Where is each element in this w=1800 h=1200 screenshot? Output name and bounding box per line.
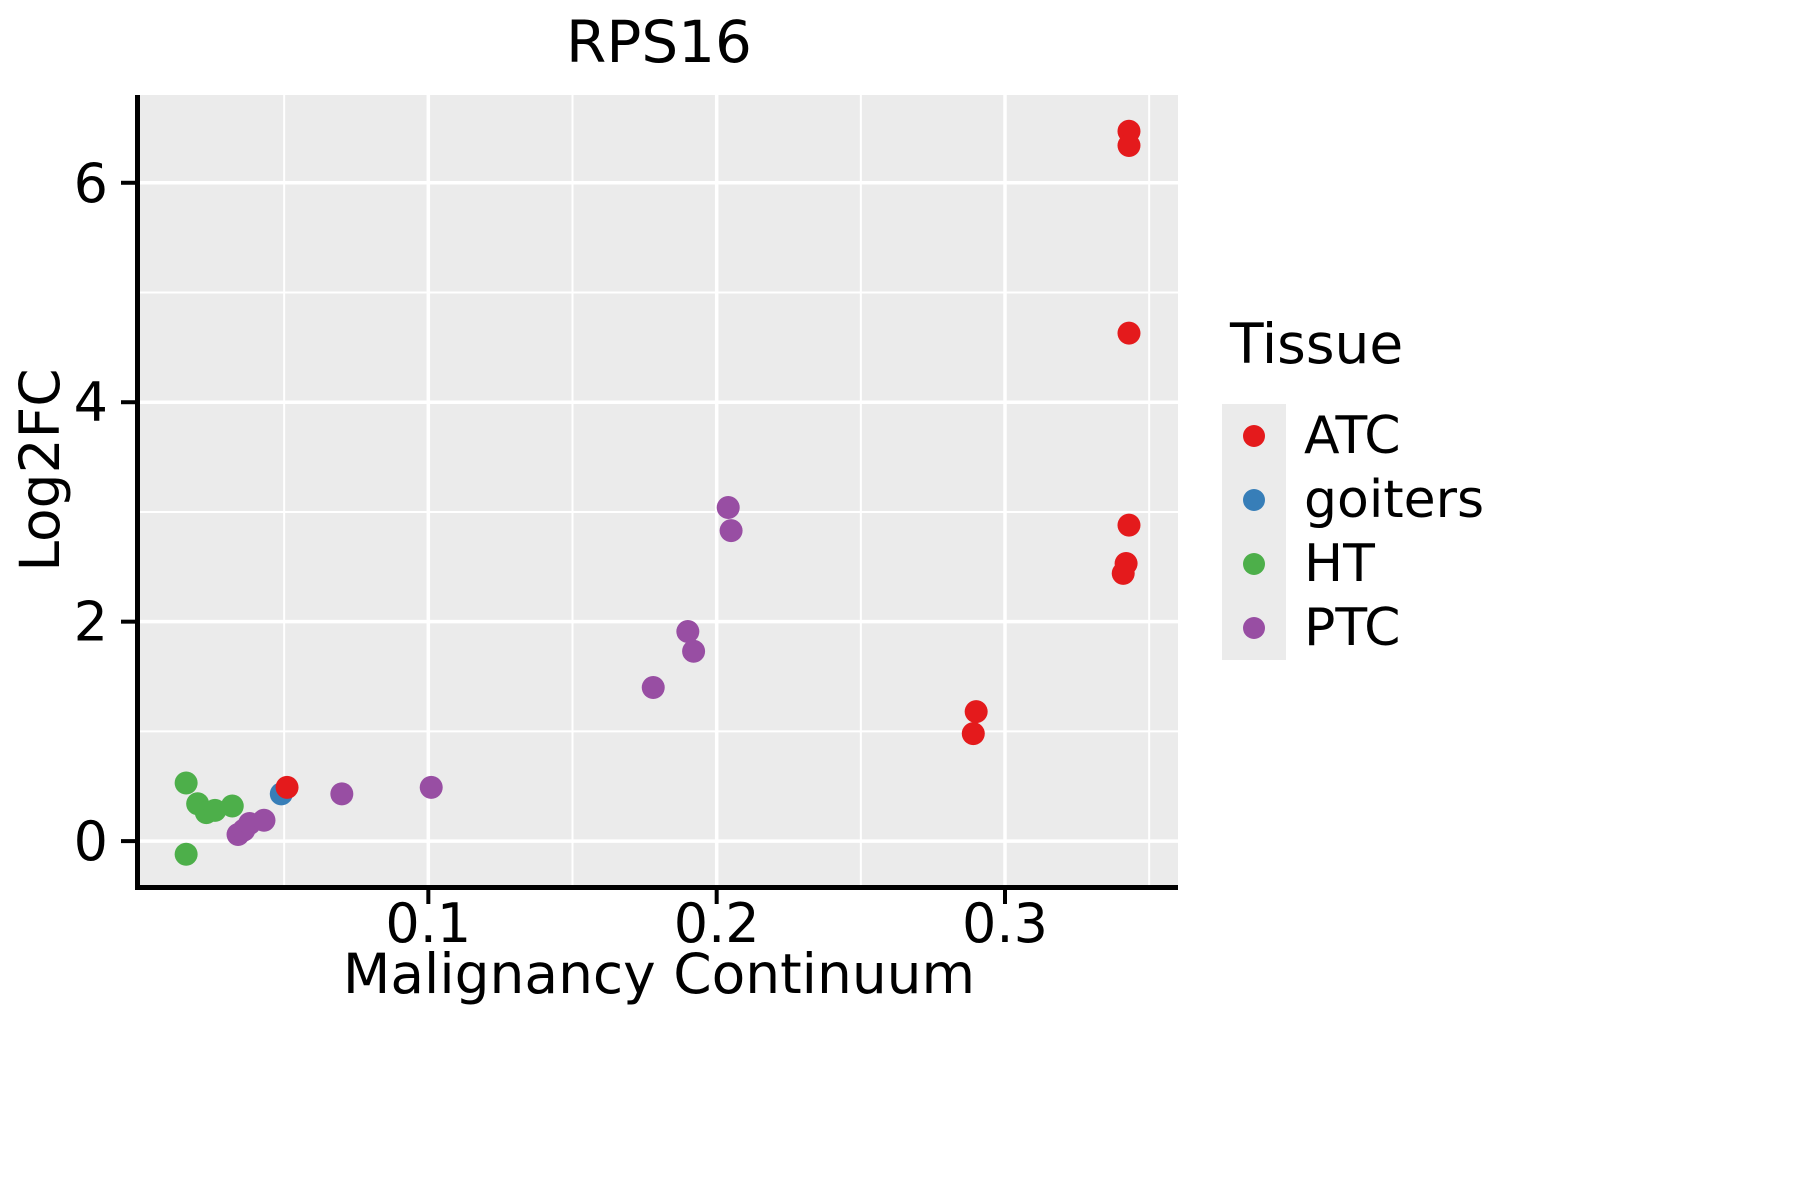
data-point-ATC: [275, 775, 299, 799]
data-point-HT: [203, 798, 227, 822]
data-point-PTC: [641, 676, 665, 699]
data-point-ATC: [1111, 561, 1135, 585]
legend-item-label: PTC: [1304, 598, 1401, 658]
data-point-PTC: [330, 782, 354, 806]
y-tick-label: 6: [74, 152, 108, 215]
y-tick-label: 0: [74, 810, 108, 873]
y-tick-label: 4: [74, 371, 108, 434]
legend-key-swatch: [1222, 468, 1286, 532]
legend: Tissue ATC goiters HT PTC: [1222, 312, 1622, 660]
legend-item-label: goiters: [1304, 470, 1485, 530]
legend-dot-icon: [1243, 425, 1265, 447]
x-tick-label: 0.1: [385, 892, 471, 955]
legend-dot-icon: [1243, 489, 1265, 511]
x-tick-label: 0.3: [962, 892, 1048, 955]
plot-panel: [140, 95, 1178, 885]
data-point-PTC: [716, 496, 740, 520]
x-axis-label: Malignancy Continuum: [342, 942, 976, 1006]
y-tick-label: 2: [74, 591, 108, 654]
data-point-HT: [174, 842, 198, 866]
data-point-PTC: [419, 775, 443, 799]
legend-items: ATC goiters HT PTC: [1222, 404, 1622, 660]
legend-key-swatch: [1222, 596, 1286, 660]
chart-title: RPS16: [566, 8, 752, 76]
legend-dot-icon: [1243, 553, 1265, 575]
legend-item-label: ATC: [1304, 406, 1401, 466]
legend-key-swatch: [1222, 404, 1286, 468]
data-point-HT: [174, 771, 198, 795]
data-point-ATC: [1117, 513, 1141, 537]
legend-item-PTC: PTC: [1222, 596, 1622, 660]
data-point-ATC: [1117, 321, 1141, 345]
y-axis-label: Log2FC: [8, 368, 72, 572]
legend-item-HT: HT: [1222, 532, 1622, 596]
data-point-PTC: [719, 519, 743, 543]
data-point-ATC: [1117, 133, 1141, 157]
data-point-PTC: [252, 808, 276, 832]
legend-title: Tissue: [1230, 312, 1404, 376]
x-tick-label: 0.2: [674, 892, 760, 955]
legend-item-ATC: ATC: [1222, 404, 1622, 468]
legend-item-label: HT: [1304, 534, 1375, 594]
data-point-PTC: [682, 639, 706, 663]
data-point-ATC: [964, 700, 988, 724]
data-point-PTC: [676, 620, 700, 644]
data-point-ATC: [961, 722, 985, 746]
data-point-HT: [220, 794, 244, 818]
legend-dot-icon: [1243, 617, 1265, 639]
legend-item-goiters: goiters: [1222, 468, 1622, 532]
legend-key-swatch: [1222, 532, 1286, 596]
